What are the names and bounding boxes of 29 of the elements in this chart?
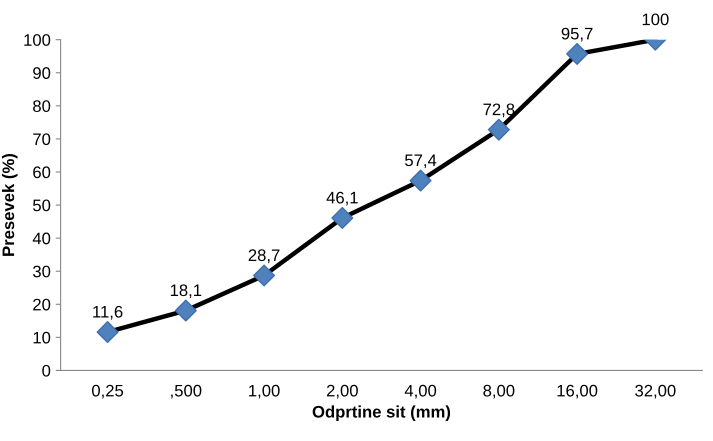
data-label: 100 bbox=[642, 13, 669, 26]
data-label: 72,8 bbox=[483, 103, 514, 118]
y-tick-label: 40 bbox=[32, 232, 50, 244]
x-tick-label: 8,00 bbox=[483, 384, 514, 399]
x-tick-label: 32,00 bbox=[635, 384, 676, 399]
y-tick-label: 10 bbox=[34, 332, 50, 344]
data-label: 28,7 bbox=[248, 249, 280, 264]
data-label: 57,4 bbox=[405, 154, 436, 168]
data-label: 18,1 bbox=[170, 284, 202, 298]
y-tick-label: 60 bbox=[33, 166, 50, 178]
data-label: 11,6 bbox=[93, 306, 122, 320]
y-tick-label: 80 bbox=[33, 100, 50, 112]
x-tick-label: 2,00 bbox=[326, 384, 358, 399]
x-axis-title: Odprtine sit (mm) bbox=[312, 405, 450, 421]
y-tick-label: 20 bbox=[33, 298, 50, 310]
y-tick-label: 0 bbox=[42, 364, 50, 377]
y-axis-title: Presevek (%) bbox=[2, 154, 18, 256]
x-tick-label: 4,00 bbox=[404, 384, 436, 399]
y-tick-label: 70 bbox=[33, 133, 50, 146]
y-tick-label: 50 bbox=[33, 199, 50, 212]
x-tick-label: 16,00 bbox=[558, 384, 598, 399]
y-tick-label: 90 bbox=[33, 67, 50, 79]
y-tick-label: 100 bbox=[24, 34, 50, 46]
y-tick-label: 30 bbox=[32, 266, 50, 278]
x-tick-label: ,500 bbox=[171, 384, 202, 399]
data-label: 95,7 bbox=[562, 28, 592, 42]
data-label: 46,1 bbox=[326, 192, 358, 206]
x-tick-label: 0,25 bbox=[92, 384, 124, 399]
x-tick-label: 1,00 bbox=[249, 384, 280, 399]
